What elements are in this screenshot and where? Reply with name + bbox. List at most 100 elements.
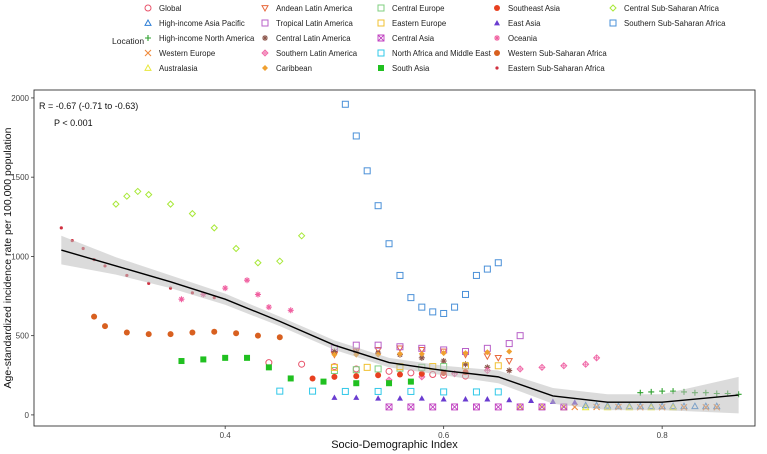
data-point [396, 345, 404, 353]
data-point [418, 354, 425, 361]
data-point [538, 402, 546, 410]
data-point [418, 350, 425, 357]
data-point [418, 395, 425, 401]
data-point [396, 395, 403, 401]
data-point [440, 396, 447, 402]
legend-label: Eastern Europe [392, 19, 446, 28]
data-point [331, 351, 338, 358]
x-axis-title: Socio-Demographic Index [331, 439, 458, 451]
legend-key [494, 5, 500, 11]
data-point [287, 307, 294, 314]
data-point [484, 396, 491, 402]
legend-item[interactable]: South Asia [378, 64, 430, 73]
legend-item[interactable]: Southern Sub-Saharan Africa [609, 19, 726, 28]
legend-key [144, 63, 152, 71]
legend-item[interactable]: Eastern Europe [377, 19, 446, 28]
legend-label: Southern Latin America [276, 49, 358, 58]
legend-label: Tropical Latin America [276, 19, 354, 28]
legend-label: East Asia [508, 19, 541, 28]
data-point [505, 340, 513, 348]
legend-label: High-income Asia Pacific [159, 19, 245, 28]
data-point [582, 360, 590, 368]
data-point [222, 285, 229, 292]
legend-item[interactable]: Southern Latin America [261, 49, 358, 58]
legend-item[interactable]: Central Europe [377, 4, 444, 13]
data-point [91, 313, 98, 320]
legend-item[interactable]: Oceania [494, 34, 538, 43]
legend-item[interactable]: Central Sub-Saharan Africa [609, 4, 720, 13]
data-point [494, 388, 502, 396]
data-point [429, 403, 437, 411]
legend-label: Caribbean [276, 64, 312, 73]
data-point [375, 395, 382, 401]
data-point [353, 394, 360, 400]
data-point [178, 296, 185, 303]
legend-item[interactable]: Central Latin America [262, 34, 351, 43]
data-point [287, 375, 294, 382]
data-point [341, 100, 349, 108]
legend-label: South Asia [392, 64, 430, 73]
legend-item[interactable]: Tropical Latin America [261, 19, 354, 28]
data-point [210, 224, 218, 232]
data-point [265, 304, 272, 311]
data-point [385, 403, 393, 411]
data-point [363, 363, 371, 371]
legend-item[interactable]: Caribbean [262, 64, 312, 73]
legend-item[interactable]: Central Asia [377, 34, 435, 43]
legend-item[interactable]: East Asia [494, 19, 541, 28]
data-point [309, 387, 317, 395]
data-point [331, 373, 338, 380]
series-east-asia [331, 394, 578, 405]
legend-label: Central Europe [392, 4, 444, 13]
legend-key [378, 65, 384, 71]
legend-item[interactable]: High-income Asia Pacific [144, 18, 245, 28]
data-point [462, 350, 469, 357]
data-point [538, 403, 546, 411]
data-point [494, 259, 502, 267]
data-point [516, 332, 524, 340]
legend-item[interactable]: Global [144, 4, 182, 13]
legend-item[interactable]: Southeast Asia [494, 4, 561, 13]
data-point [374, 341, 382, 349]
data-point [462, 361, 469, 368]
legend-label: Oceania [508, 34, 538, 43]
data-point [374, 202, 382, 210]
x-tick-label: 0.8 [657, 431, 669, 440]
data-point [516, 403, 524, 411]
data-point [385, 367, 393, 375]
data-point [189, 329, 196, 336]
data-point [211, 328, 218, 335]
data-point [506, 367, 513, 374]
data-point [352, 366, 360, 374]
legend-item[interactable]: High-income North America [145, 34, 255, 43]
data-point [407, 378, 414, 385]
legend-item[interactable]: Eastern Sub-Saharan Africa [495, 64, 605, 73]
p-value-annotation: P < 0.001 [54, 118, 93, 128]
plot-panel [33, 89, 756, 427]
data-point [178, 358, 185, 365]
legend-label: Australasia [159, 64, 198, 73]
legend-item[interactable]: North Africa and Middle East [377, 49, 492, 58]
data-point [516, 402, 524, 410]
data-point [396, 371, 403, 378]
legend-item[interactable]: Western Sub-Saharan Africa [494, 49, 607, 58]
y-tick-label: 1500 [11, 173, 29, 182]
data-point [484, 349, 491, 356]
legend-item[interactable]: Western Europe [144, 49, 215, 58]
data-point [440, 358, 447, 365]
x-tick-label: 0.6 [438, 431, 450, 440]
data-point [648, 388, 655, 395]
trend-line [61, 249, 739, 403]
legend-label: Eastern Sub-Saharan Africa [508, 64, 605, 73]
data-point [374, 365, 382, 373]
data-point [451, 303, 459, 311]
data-point [244, 354, 251, 361]
data-point [244, 277, 251, 284]
legend-label: Central Sub-Saharan Africa [624, 4, 720, 13]
legend-item[interactable]: Australasia [144, 63, 198, 73]
legend-label: Central Latin America [276, 34, 351, 43]
legend-label: Andean Latin America [276, 4, 353, 13]
data-point [276, 257, 284, 265]
data-point [123, 192, 131, 200]
legend-item[interactable]: Andean Latin America [261, 4, 353, 13]
